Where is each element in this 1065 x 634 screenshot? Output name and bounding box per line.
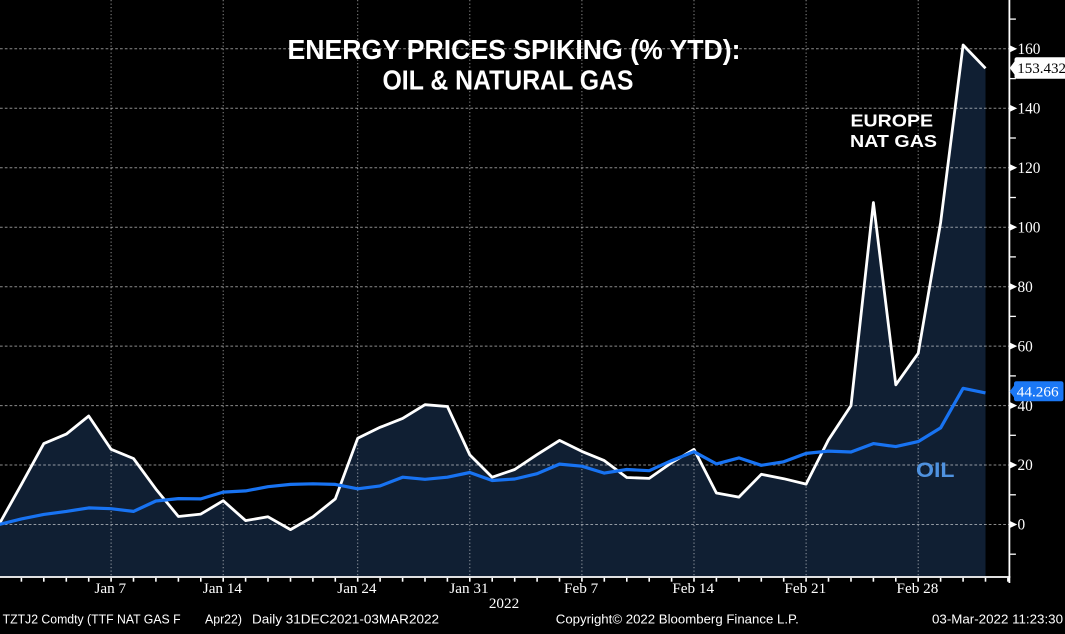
svg-text:TZTJ2 Comdty (TTF NAT GAS F: TZTJ2 Comdty (TTF NAT GAS F — [3, 612, 181, 627]
svg-text:20: 20 — [1018, 457, 1034, 474]
svg-text:100: 100 — [1018, 219, 1041, 236]
svg-text:Daily 31DEC2021-03MAR2022: Daily 31DEC2021-03MAR2022 — [252, 612, 439, 627]
svg-text:160: 160 — [1018, 41, 1041, 58]
svg-text:NAT GAS: NAT GAS — [850, 131, 937, 151]
svg-text:2022: 2022 — [489, 595, 519, 612]
svg-text:OIL: OIL — [916, 459, 955, 482]
svg-text:0: 0 — [1018, 517, 1026, 534]
svg-text:40: 40 — [1018, 398, 1034, 415]
svg-text:80: 80 — [1018, 279, 1034, 296]
svg-text:03-Mar-2022 11:23:30: 03-Mar-2022 11:23:30 — [932, 612, 1063, 627]
svg-text:Jan 7: Jan 7 — [94, 580, 126, 597]
svg-text:Jan 24: Jan 24 — [337, 580, 377, 597]
svg-text:OIL & NATURAL GAS: OIL & NATURAL GAS — [383, 65, 634, 96]
svg-text:ENERGY PRICES SPIKING (% YTD):: ENERGY PRICES SPIKING (% YTD): — [288, 34, 741, 65]
svg-text:Jan 14: Jan 14 — [203, 580, 243, 597]
svg-text:153.432: 153.432 — [1017, 61, 1065, 77]
svg-text:Apr22): Apr22) — [205, 612, 242, 627]
svg-text:140: 140 — [1018, 101, 1041, 118]
svg-text:EUROPE: EUROPE — [851, 111, 934, 131]
svg-text:120: 120 — [1018, 160, 1041, 177]
svg-text:Feb 7: Feb 7 — [564, 580, 599, 597]
svg-text:44.266: 44.266 — [1017, 384, 1059, 401]
svg-text:60: 60 — [1018, 338, 1034, 355]
svg-text:Feb 14: Feb 14 — [672, 580, 714, 597]
svg-text:Jan 31: Jan 31 — [449, 580, 488, 597]
svg-text:Feb 21: Feb 21 — [784, 580, 826, 597]
svg-text:Feb 28: Feb 28 — [897, 580, 939, 597]
svg-text:Copyright© 2022 Bloomberg Fina: Copyright© 2022 Bloomberg Finance L.P. — [556, 612, 799, 627]
